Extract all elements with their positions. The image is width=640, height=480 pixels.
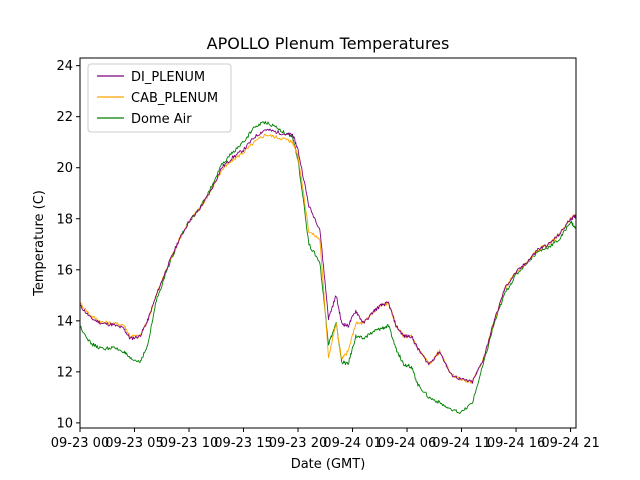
y-tick-label: 20	[56, 161, 73, 176]
y-axis-label: Temperature (C)	[32, 190, 47, 297]
y-tick-label: 24	[56, 59, 73, 74]
x-tick-label: 09-23 05	[105, 436, 163, 451]
x-tick-label: 09-23 10	[160, 436, 218, 451]
x-tick-label: 09-24 16	[487, 436, 545, 451]
series-line-dome-air	[79, 120, 577, 414]
y-tick-label: 10	[56, 416, 73, 431]
x-tick-label: 09-24 21	[541, 436, 599, 451]
y-axis: 10 12 14 16 18 20 22 24	[56, 59, 80, 431]
legend-label-di-plenum: DI_PLENUM	[131, 70, 205, 85]
legend-frame	[87, 63, 232, 133]
series-layer	[79, 120, 577, 414]
y-tick-label: 18	[56, 212, 73, 227]
y-tick-label: 12	[56, 365, 73, 380]
y-tick-label: 16	[56, 263, 73, 278]
x-tick-label: 09-23 15	[214, 436, 272, 451]
y-tick-label: 22	[56, 110, 73, 125]
x-axis-label: Date (GMT)	[291, 457, 366, 472]
x-tick-label: 09-24 11	[432, 436, 490, 451]
legend-label-dome-air: Dome Air	[131, 112, 192, 127]
plot-frame	[79, 57, 577, 429]
legend-label-cab-plenum: CAB_PLENUM	[131, 91, 218, 106]
x-tick-label: 09-24 06	[378, 436, 436, 451]
legend: DI_PLENUM CAB_PLENUM Dome Air	[87, 63, 232, 133]
y-tick-label: 14	[56, 314, 73, 329]
x-tick-label: 09-23 20	[269, 436, 327, 451]
series-line-di-plenum	[79, 128, 577, 384]
x-tick-label: 09-23 00	[51, 436, 109, 451]
chart-title: APOLLO Plenum Temperatures	[207, 34, 450, 53]
x-tick-label: 09-24 01	[323, 436, 381, 451]
